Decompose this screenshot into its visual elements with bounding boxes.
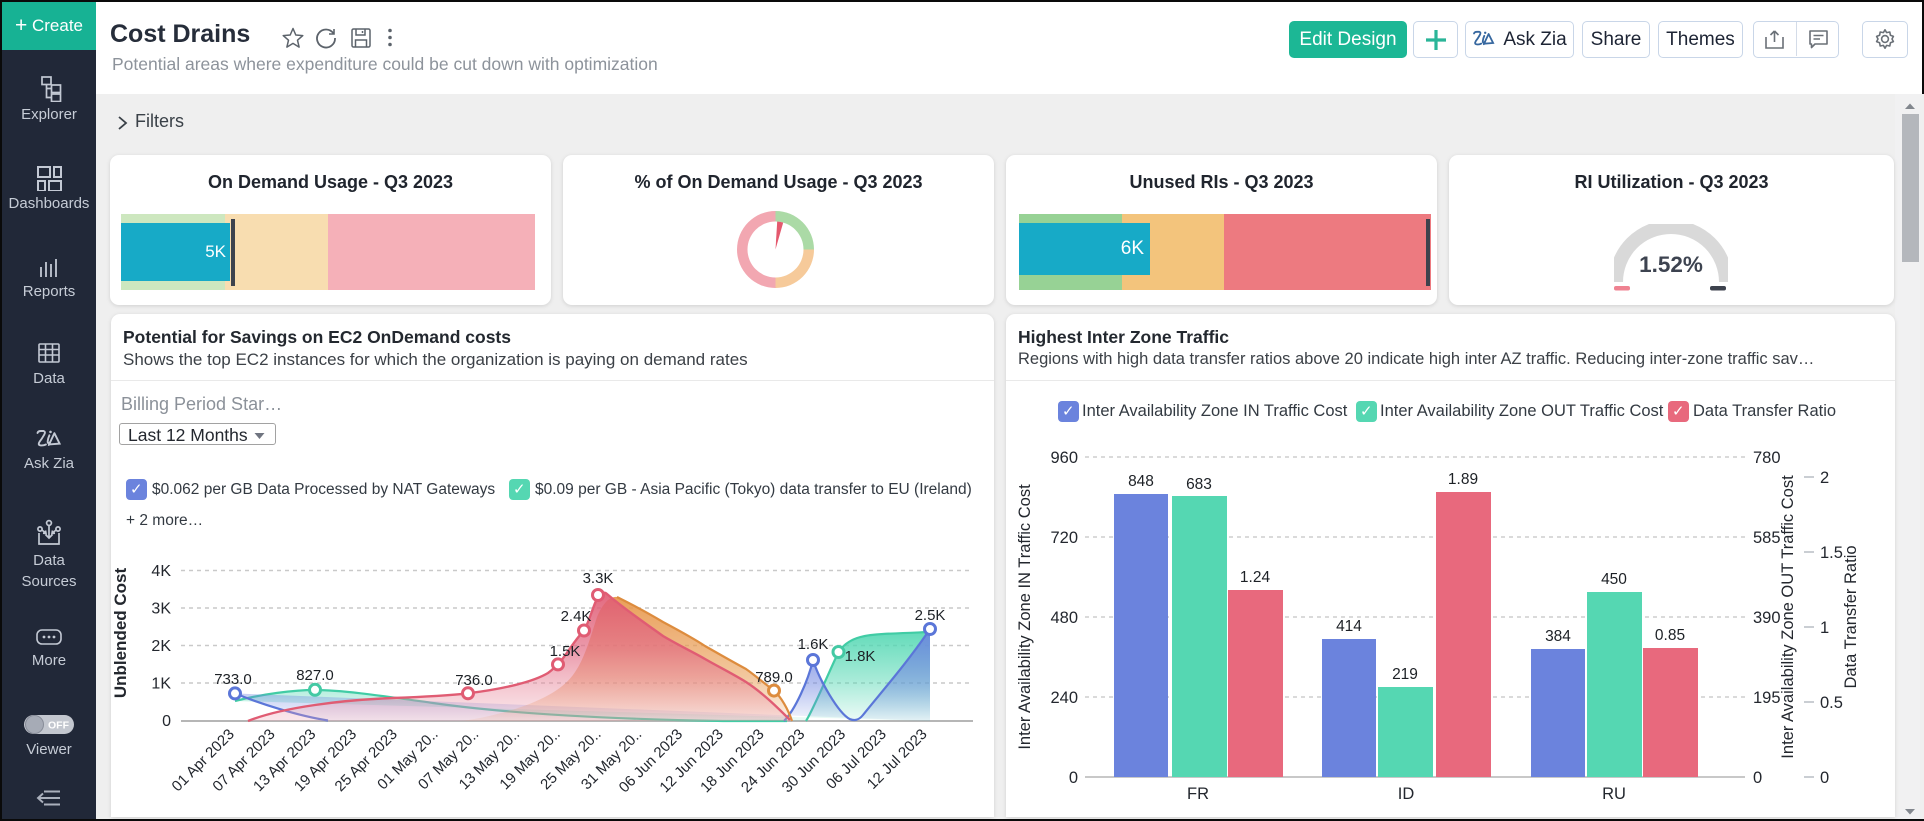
svg-text:585: 585	[1753, 529, 1781, 547]
svg-text:1.5K: 1.5K	[550, 643, 581, 660]
svg-text:1.24: 1.24	[1240, 569, 1271, 586]
svg-text:2: 2	[1820, 469, 1829, 487]
svg-text:ID: ID	[1398, 785, 1415, 803]
svg-text:733.0: 733.0	[214, 671, 252, 688]
svg-text:OFF: OFF	[48, 720, 70, 732]
svg-text:0: 0	[1753, 769, 1762, 787]
svg-text:Unblended Cost: Unblended Cost	[111, 568, 130, 699]
svg-text:1: 1	[1820, 619, 1829, 637]
svg-text:1.5: 1.5	[1820, 544, 1843, 562]
svg-text:Inter Availability Zone IN Tra: Inter Availability Zone IN Traffic Cost	[1016, 484, 1034, 750]
svg-text:219: 219	[1392, 666, 1418, 683]
svg-text:1.8K: 1.8K	[845, 648, 876, 665]
svg-text:780: 780	[1753, 449, 1781, 467]
svg-text:2.5K: 2.5K	[915, 607, 946, 624]
svg-text:Data Transfer Ratio: Data Transfer Ratio	[1842, 545, 1860, 688]
svg-text:4K: 4K	[151, 563, 171, 580]
svg-text:960: 960	[1050, 449, 1078, 467]
svg-text:3K: 3K	[151, 601, 171, 618]
svg-text:736.0: 736.0	[455, 672, 493, 689]
svg-text:Inter Availability Zone OUT Tr: Inter Availability Zone OUT Traffic Cost	[1779, 475, 1797, 759]
svg-text:2.4K: 2.4K	[561, 608, 592, 625]
svg-text:1.89: 1.89	[1448, 471, 1478, 488]
svg-text:414: 414	[1336, 618, 1362, 635]
svg-text:0.5: 0.5	[1820, 694, 1843, 712]
svg-text:480: 480	[1050, 609, 1078, 627]
svg-text:FR: FR	[1187, 785, 1209, 803]
svg-text:240: 240	[1050, 689, 1078, 707]
svg-text:2K: 2K	[151, 638, 171, 655]
svg-text:1K: 1K	[151, 676, 171, 693]
svg-text:1.52%: 1.52%	[1639, 252, 1703, 277]
svg-text:0: 0	[162, 713, 171, 730]
svg-text:384: 384	[1545, 628, 1571, 645]
svg-text:390: 390	[1753, 609, 1781, 627]
svg-text:827.0: 827.0	[296, 667, 334, 684]
svg-text:0: 0	[1820, 769, 1829, 787]
svg-text:848: 848	[1128, 473, 1154, 490]
svg-text:195: 195	[1753, 689, 1781, 707]
svg-text:789.0: 789.0	[755, 669, 793, 686]
svg-text:3.3K: 3.3K	[583, 570, 614, 587]
svg-text:683: 683	[1186, 476, 1212, 493]
svg-text:RU: RU	[1602, 785, 1626, 803]
svg-text:0.85: 0.85	[1655, 627, 1685, 644]
svg-text:720: 720	[1050, 529, 1078, 547]
svg-text:0: 0	[1069, 769, 1078, 787]
svg-text:1.6K: 1.6K	[798, 636, 829, 653]
svg-text:450: 450	[1601, 571, 1627, 588]
